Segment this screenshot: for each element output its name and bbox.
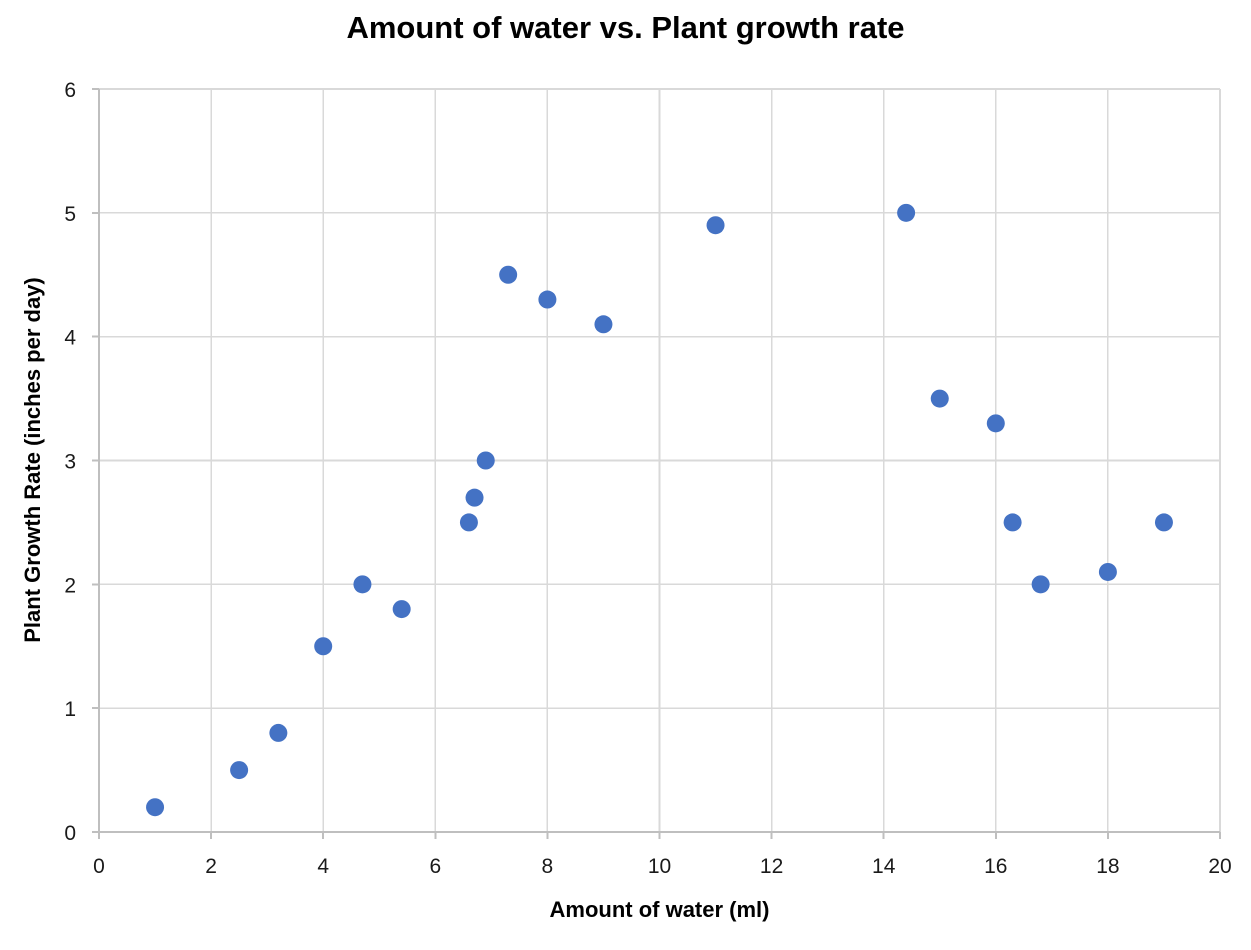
- data-point: [706, 216, 725, 235]
- data-point: [499, 265, 518, 284]
- y-tick-label: 4: [64, 327, 76, 350]
- y-tick-label: 2: [64, 574, 76, 597]
- y-tick-label: 6: [64, 79, 76, 102]
- x-tick-label: 14: [872, 855, 896, 878]
- data-point: [1003, 513, 1022, 532]
- data-point: [594, 315, 613, 334]
- data-point: [930, 389, 949, 408]
- x-tick-label: 12: [760, 855, 783, 878]
- data-point: [986, 414, 1005, 433]
- x-tick-label: 18: [1096, 855, 1119, 878]
- x-tick-label: 20: [1208, 855, 1231, 878]
- y-tick-label: 0: [64, 822, 76, 845]
- y-tick-label: 5: [64, 203, 76, 226]
- x-tick-label: 16: [984, 855, 1007, 878]
- chart-title: Amount of water vs. Plant growth rate: [346, 10, 905, 45]
- x-tick-label: 10: [648, 855, 671, 878]
- data-point: [1154, 513, 1173, 532]
- x-tick-label: 0: [93, 855, 105, 878]
- data-point: [353, 575, 372, 594]
- x-tick-label: 8: [542, 855, 554, 878]
- data-point: [476, 451, 495, 470]
- data-point: [1031, 575, 1050, 594]
- data-point: [269, 723, 288, 742]
- x-tick-label: 2: [205, 855, 217, 878]
- data-point: [465, 488, 484, 507]
- data-point: [538, 290, 557, 309]
- data-point: [392, 600, 411, 619]
- data-point: [459, 513, 478, 532]
- y-tick-label: 3: [64, 451, 76, 474]
- data-point: [1098, 562, 1117, 581]
- y-tick-label: 1: [64, 698, 76, 721]
- data-point: [146, 798, 165, 817]
- x-tick-label: 4: [317, 855, 329, 878]
- x-tick-label: 6: [429, 855, 441, 878]
- data-point: [897, 203, 916, 222]
- data-point: [230, 761, 249, 780]
- data-point: [314, 637, 333, 656]
- x-axis-title: Amount of water (ml): [549, 897, 770, 922]
